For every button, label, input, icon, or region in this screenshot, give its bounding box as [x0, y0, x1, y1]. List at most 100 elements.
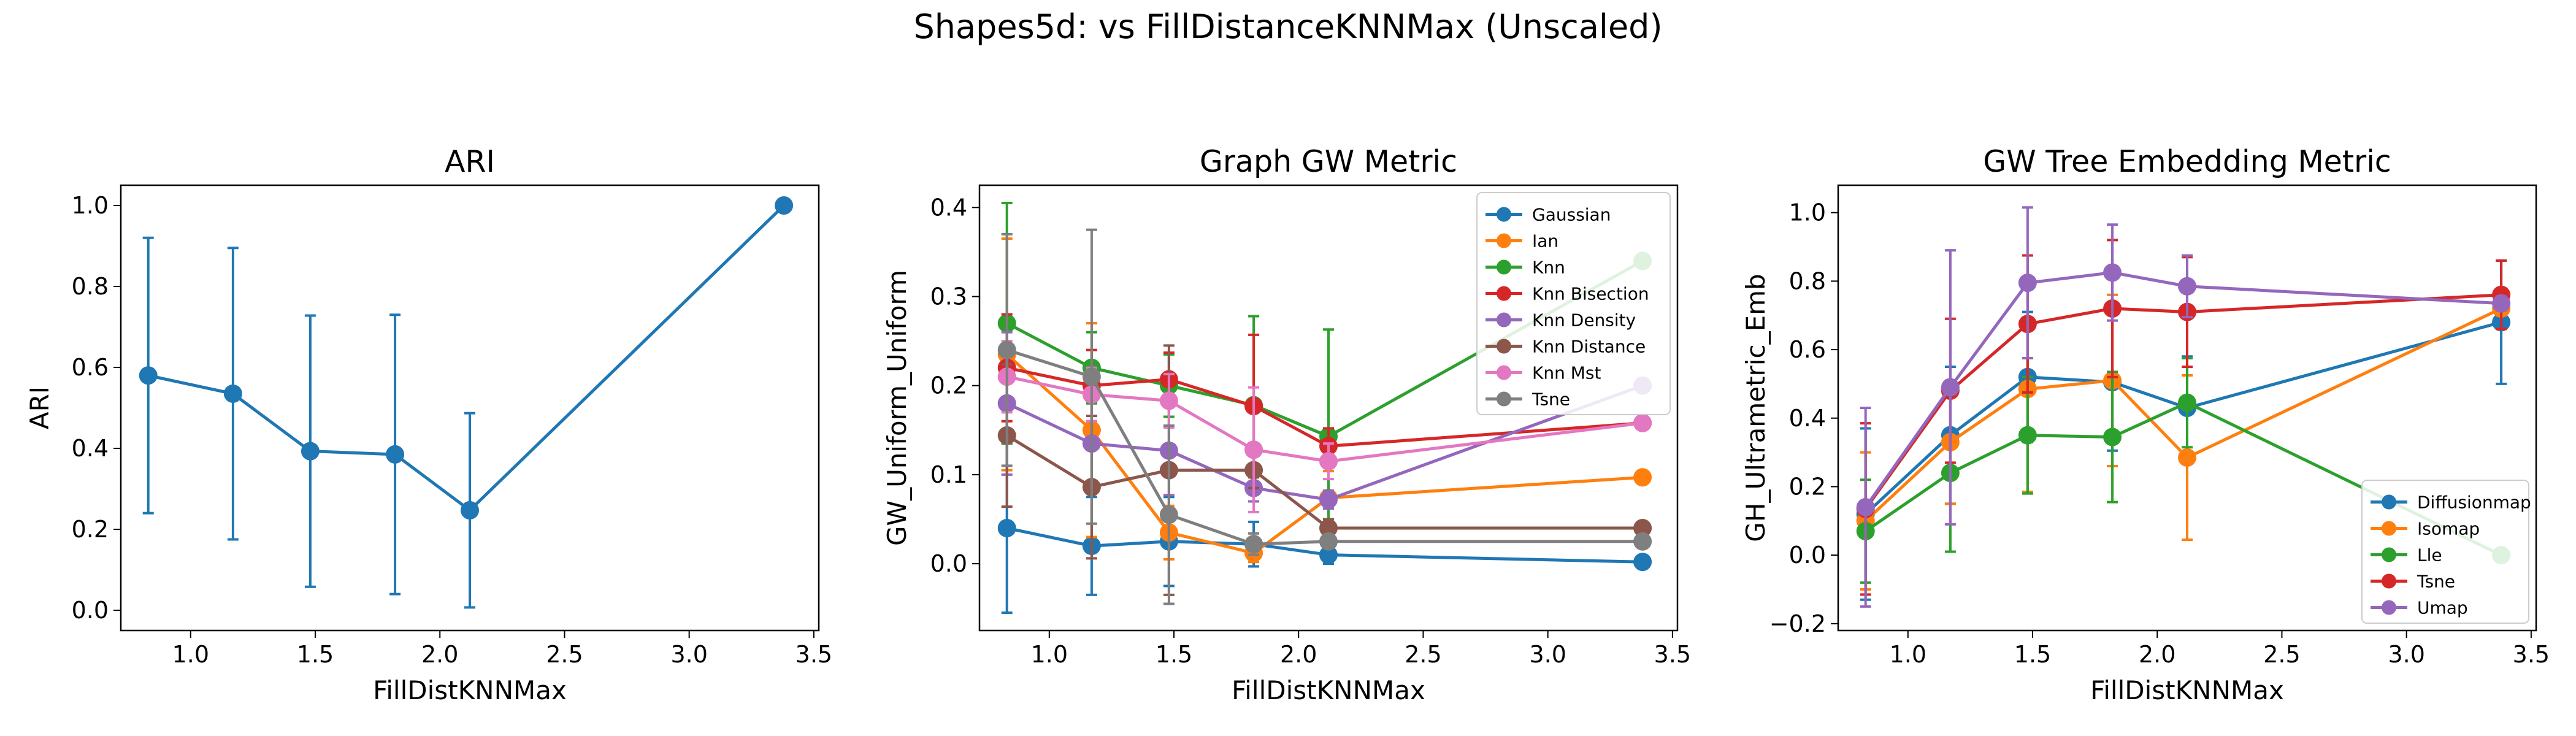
x-tick-label: 3.0 — [1529, 641, 1566, 668]
x-tick-label: 1.0 — [172, 641, 209, 668]
y-tick-label: 0.1 — [930, 461, 967, 488]
legend-marker — [2382, 494, 2396, 510]
legend-marker — [1497, 312, 1511, 328]
legend-label: Knn Density — [1532, 310, 1636, 331]
data-point — [1082, 367, 1101, 386]
series-line — [1864, 270, 2502, 508]
legend-label: Knn Distance — [1532, 337, 1646, 357]
data-point — [775, 196, 794, 215]
data-point — [1633, 532, 1652, 551]
figure-suptitle: Shapes5d: vs FillDistanceKNNMax (Unscale… — [913, 7, 1662, 46]
y-tick-label: 0.2 — [1789, 473, 1826, 500]
data-point — [1319, 452, 1338, 471]
data-point — [997, 519, 1016, 538]
panel-title: Graph GW Metric — [1200, 144, 1457, 179]
series-tsne — [997, 228, 1652, 605]
legend-label: Knn Bisection — [1532, 284, 1649, 304]
legend-marker — [2382, 600, 2396, 615]
x-tick-label: 1.5 — [297, 641, 334, 668]
data-point — [2018, 426, 2037, 445]
y-axis-label: ARI — [25, 386, 55, 429]
data-point — [1856, 497, 1875, 516]
data-point — [1633, 468, 1652, 487]
y-tick-label: 0.4 — [72, 435, 109, 462]
axes-frame — [120, 184, 820, 632]
legend-label: Knn — [1532, 258, 1565, 278]
data-point — [2103, 263, 2122, 282]
axes-frame — [1837, 184, 2537, 632]
series-line — [1864, 307, 2502, 523]
data-point — [1159, 391, 1178, 410]
legend-frame — [1476, 192, 1671, 415]
x-tick-label: 3.5 — [1654, 641, 1691, 668]
x-tick-label: 2.5 — [2263, 641, 2300, 668]
series-line — [1006, 366, 1643, 448]
y-tick-label: 0.8 — [1789, 267, 1826, 294]
series-line — [1864, 293, 2502, 510]
x-axis-label: FillDistKNNMax — [2090, 675, 2284, 705]
legend-label: Tsne — [2417, 572, 2455, 592]
legend: Diffusionmap Isomap Lle Tsne Umap — [2361, 480, 2531, 624]
series-line — [1006, 348, 1643, 546]
legend-label: Ian — [1532, 231, 1558, 251]
y-tick-label: 0.4 — [930, 194, 967, 221]
series-0 — [139, 196, 794, 609]
data-point — [461, 500, 479, 519]
data-point — [1319, 532, 1338, 551]
legend-marker — [1497, 259, 1511, 275]
legend-marker — [1497, 233, 1511, 248]
legend-marker — [2382, 573, 2396, 589]
legend-frame — [2361, 480, 2529, 624]
panel-graph-gw-metric: Graph GW Metric 1.0 1.5 2.0 2.5 3.0 3.5 0.0 0.1 0… — [882, 144, 1691, 705]
legend-marker — [2382, 521, 2396, 536]
data-point — [386, 445, 405, 464]
x-tick-label: 2.0 — [421, 641, 458, 668]
series-line — [1006, 375, 1643, 463]
series-umap — [1856, 206, 2511, 608]
y-tick-label: −0.2 — [1769, 610, 1826, 637]
series-line — [148, 204, 785, 512]
legend-marker — [2382, 547, 2396, 562]
y-tick-label: 1.0 — [1789, 199, 1826, 226]
panel-title: GW Tree Embedding Metric — [1983, 144, 2391, 179]
x-tick-label: 2.5 — [546, 641, 583, 668]
data-point — [1319, 545, 1338, 564]
y-tick-label: 0.4 — [1789, 405, 1826, 432]
series-lle — [1856, 357, 2511, 584]
y-axis-label: GH_Ultrametric_Emb — [1741, 274, 1771, 542]
panel-title: ARI — [445, 144, 495, 179]
series-line — [1006, 353, 1643, 555]
y-tick-label: 0.6 — [72, 354, 109, 381]
data-point — [223, 384, 242, 403]
data-point — [2178, 393, 2196, 412]
data-point — [2178, 277, 2196, 296]
y-tick-label: 0.8 — [72, 273, 109, 300]
panel-ari: ARI 1.0 1.5 2.0 2.5 3.0 3.5 0.0 0.2 0.4 0.6 0.8 1.0 F… — [25, 144, 832, 705]
data-point — [301, 442, 320, 461]
x-tick-label: 1.5 — [2014, 641, 2051, 668]
y-tick-label: 0.3 — [930, 283, 967, 310]
data-point — [1633, 413, 1652, 432]
data-point — [1633, 519, 1652, 538]
legend-marker — [1497, 339, 1511, 354]
data-point — [997, 340, 1016, 359]
data-point — [139, 366, 158, 385]
legend-marker — [1497, 207, 1511, 222]
legend-label: Diffusionmap — [2417, 493, 2531, 513]
y-tick-label: 0.0 — [72, 597, 109, 624]
series-line — [1864, 320, 2502, 515]
data-point — [2492, 294, 2511, 313]
x-axis-label: FillDistKNNMax — [1232, 675, 1425, 705]
data-point — [1244, 535, 1263, 554]
legend-label: Knn Mst — [1532, 363, 1601, 383]
series-line — [1865, 401, 2502, 557]
data-point — [1633, 553, 1652, 572]
legend-label: Isomap — [2417, 519, 2480, 539]
data-point — [1319, 490, 1338, 509]
panel-gw-tree-embedding-metric: GW Tree Embedding Metric 1.0 1.5 2.0 2.5 3.0 3… — [1741, 144, 2550, 705]
series-line — [1006, 259, 1644, 438]
y-tick-label: 0.2 — [930, 372, 967, 399]
data-point — [2103, 427, 2122, 447]
data-point — [2018, 274, 2037, 293]
